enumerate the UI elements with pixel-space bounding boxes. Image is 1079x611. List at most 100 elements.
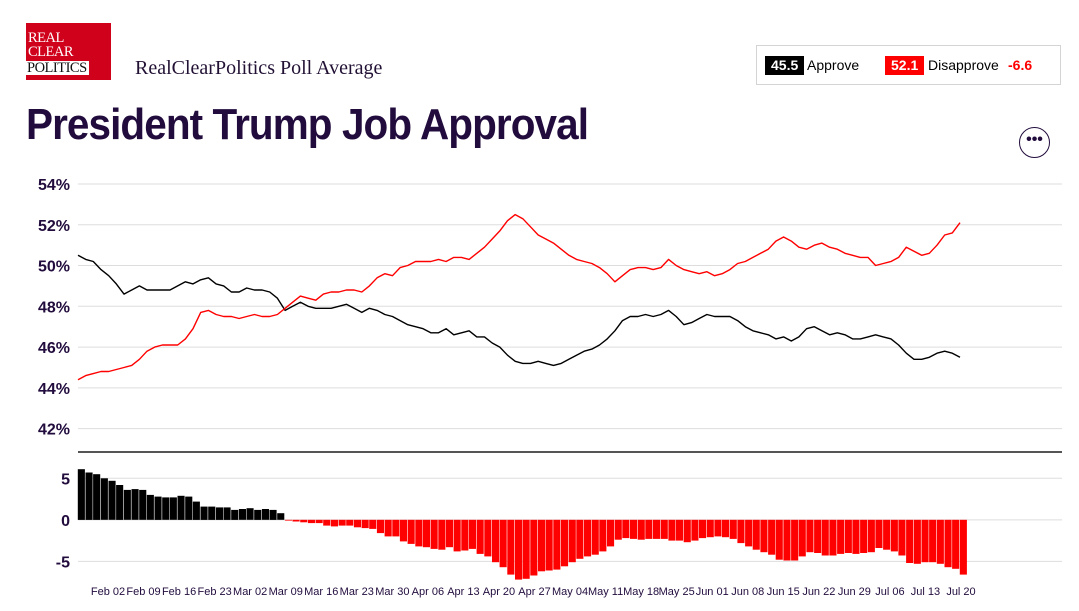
spread-bar — [959, 519, 967, 575]
spread-bar — [883, 519, 891, 550]
spread-bar — [515, 519, 523, 580]
spread-bar — [722, 519, 730, 538]
spread-bar — [683, 519, 691, 543]
spread-bar — [729, 519, 737, 539]
spread-bar — [238, 509, 246, 520]
x-tick-label: May 04 — [552, 586, 588, 598]
spread-bar — [614, 519, 622, 540]
spread-bar — [146, 494, 154, 520]
x-tick-label: Jul 13 — [911, 586, 940, 598]
spread-bar — [246, 508, 254, 520]
spread-bar — [921, 519, 929, 563]
spread-bar — [215, 507, 223, 520]
x-tick-label: Mar 30 — [375, 586, 409, 598]
spread-bar — [929, 519, 937, 563]
x-tick-label: Jul 06 — [875, 586, 904, 598]
spread-bar — [154, 496, 162, 520]
more-options-button[interactable]: ••• — [1019, 127, 1050, 158]
spread-bar — [829, 519, 837, 556]
spread-bar — [898, 519, 906, 556]
spread-bar — [576, 519, 584, 559]
logo-line-clear: Clear — [28, 44, 74, 60]
spread-bar — [599, 519, 607, 552]
logo-line-politics: Politics — [26, 60, 89, 76]
spread-bar — [538, 519, 546, 572]
spread-bar — [745, 519, 753, 547]
spread-bar — [484, 519, 492, 557]
spread-bar — [392, 519, 400, 537]
spread-bar — [384, 519, 392, 537]
spread-bar — [837, 519, 845, 554]
spread-bar — [430, 519, 438, 549]
spread-bar — [645, 519, 653, 539]
x-tick-label: May 25 — [659, 586, 695, 598]
x-tick-label: Feb 23 — [198, 586, 232, 598]
spread-value: -6.6 — [1008, 57, 1033, 73]
spread-bar — [77, 469, 85, 520]
approve-value-badge: 45.5 — [765, 56, 805, 75]
spread-bar — [300, 519, 308, 523]
spread-bar — [100, 478, 108, 520]
spread-bar — [338, 519, 346, 526]
bar-y-tick-label: 5 — [61, 471, 70, 488]
spread-bar — [438, 519, 446, 550]
x-tick-label: Jun 08 — [731, 586, 764, 598]
x-tick-label: Apr 20 — [483, 586, 515, 598]
spread-bar — [906, 519, 914, 563]
x-tick-label: Feb 02 — [91, 586, 125, 598]
rcp-logo[interactable]: Real Clear Politics — [26, 23, 111, 80]
spread-bar — [760, 519, 768, 553]
disapprove-value-badge: 52.1 — [885, 56, 925, 75]
spread-bar — [93, 474, 101, 520]
spread-bar — [315, 519, 323, 524]
logo-line-real: Real — [28, 30, 64, 46]
y-tick-label: 50% — [38, 259, 70, 276]
chart-legend: 45.5 Approve 52.1 Disapprove -6.6 — [756, 45, 1061, 85]
spread-bar — [867, 519, 875, 553]
spread-bar — [177, 495, 185, 520]
spread-bar — [814, 519, 822, 553]
spread-bar — [507, 519, 515, 575]
spread-bar — [108, 480, 116, 520]
spread-bar — [798, 519, 806, 557]
spread-bar — [231, 509, 239, 520]
spread-bar — [330, 519, 338, 527]
spread-bar — [131, 489, 139, 520]
spread-bar — [361, 519, 369, 529]
spread-bar — [783, 519, 791, 561]
spread-bar — [752, 519, 760, 550]
x-tick-label: Feb 16 — [162, 586, 196, 598]
x-tick-label: Jul 20 — [946, 586, 975, 598]
x-tick-label: Jun 29 — [838, 586, 871, 598]
y-tick-label: 52% — [38, 218, 70, 235]
y-tick-label: 44% — [38, 381, 70, 398]
y-tick-label: 46% — [38, 340, 70, 357]
spread-bar — [944, 519, 952, 568]
x-tick-label: Feb 09 — [126, 586, 160, 598]
x-tick-label: Jun 15 — [767, 586, 800, 598]
spread-bar — [254, 509, 262, 520]
spread-bar — [284, 519, 292, 521]
spread-bar — [468, 519, 476, 549]
spread-bar — [376, 519, 384, 534]
spread-bar — [890, 519, 898, 552]
spread-bar — [522, 519, 530, 579]
y-tick-label: 54% — [38, 177, 70, 194]
spread-bar — [530, 519, 538, 576]
spread-bar — [806, 519, 814, 553]
spread-bar — [561, 519, 569, 567]
spread-bar — [952, 519, 960, 569]
spread-bar — [407, 519, 415, 544]
spread-bar — [668, 519, 676, 541]
spread-bar — [660, 519, 668, 539]
x-tick-label: Apr 06 — [412, 586, 444, 598]
spread-bar — [269, 509, 277, 520]
spread-bar — [116, 485, 124, 520]
spread-bar — [169, 497, 177, 520]
spread-bar — [568, 519, 576, 563]
x-tick-label: Jun 01 — [696, 586, 729, 598]
spread-bar — [399, 519, 407, 542]
spread-bar — [85, 472, 93, 520]
bar-y-tick-label: 0 — [61, 513, 70, 530]
